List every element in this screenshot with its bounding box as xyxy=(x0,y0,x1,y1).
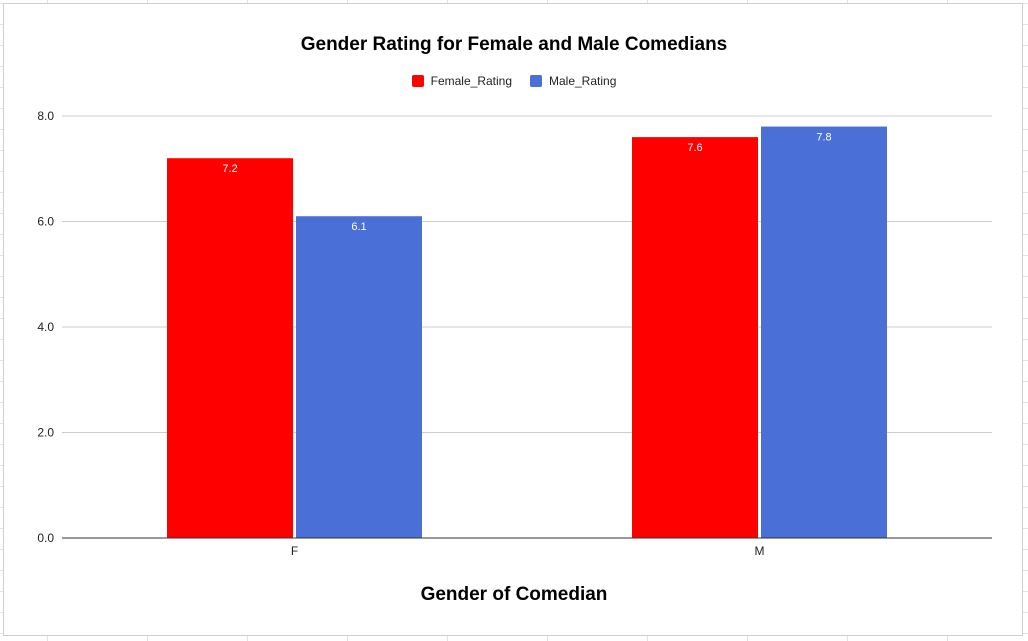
y-tick-label: 4.0 xyxy=(37,320,54,334)
legend-label-female-rating: Female_Rating xyxy=(430,74,512,88)
y-tick-label: 2.0 xyxy=(37,426,54,440)
chart-title: Gender Rating for Female and Male Comedi… xyxy=(300,34,728,55)
y-tick-label: 8.0 xyxy=(37,109,54,123)
x-tick-label-f: F xyxy=(291,544,298,558)
data-label: 6.1 xyxy=(351,221,366,233)
bar-female-rating-m[interactable] xyxy=(632,137,758,538)
bar-male-rating-f[interactable] xyxy=(296,216,422,538)
legend-item-male-rating[interactable]: Male_Rating xyxy=(530,74,616,88)
legend-swatch-male-rating xyxy=(530,75,542,87)
x-axis-title: Gender of Comedian xyxy=(420,584,608,605)
legend-swatch-female-rating xyxy=(411,75,424,87)
chart-legend: Female_Rating Male_Rating xyxy=(0,74,1028,88)
bar-male-rating-m[interactable] xyxy=(761,126,887,539)
y-tick-label: 6.0 xyxy=(37,215,54,229)
legend-item-female-rating[interactable]: Female_Rating xyxy=(411,74,512,88)
y-tick-label: 0.0 xyxy=(37,531,54,545)
data-label: 7.6 xyxy=(687,142,702,154)
x-tick-label-m: M xyxy=(755,544,765,558)
bar-female-rating-f[interactable] xyxy=(167,158,293,538)
data-label: 7.8 xyxy=(816,132,831,144)
legend-label-male-rating: Male_Rating xyxy=(549,74,617,88)
data-label: 7.2 xyxy=(222,163,237,175)
